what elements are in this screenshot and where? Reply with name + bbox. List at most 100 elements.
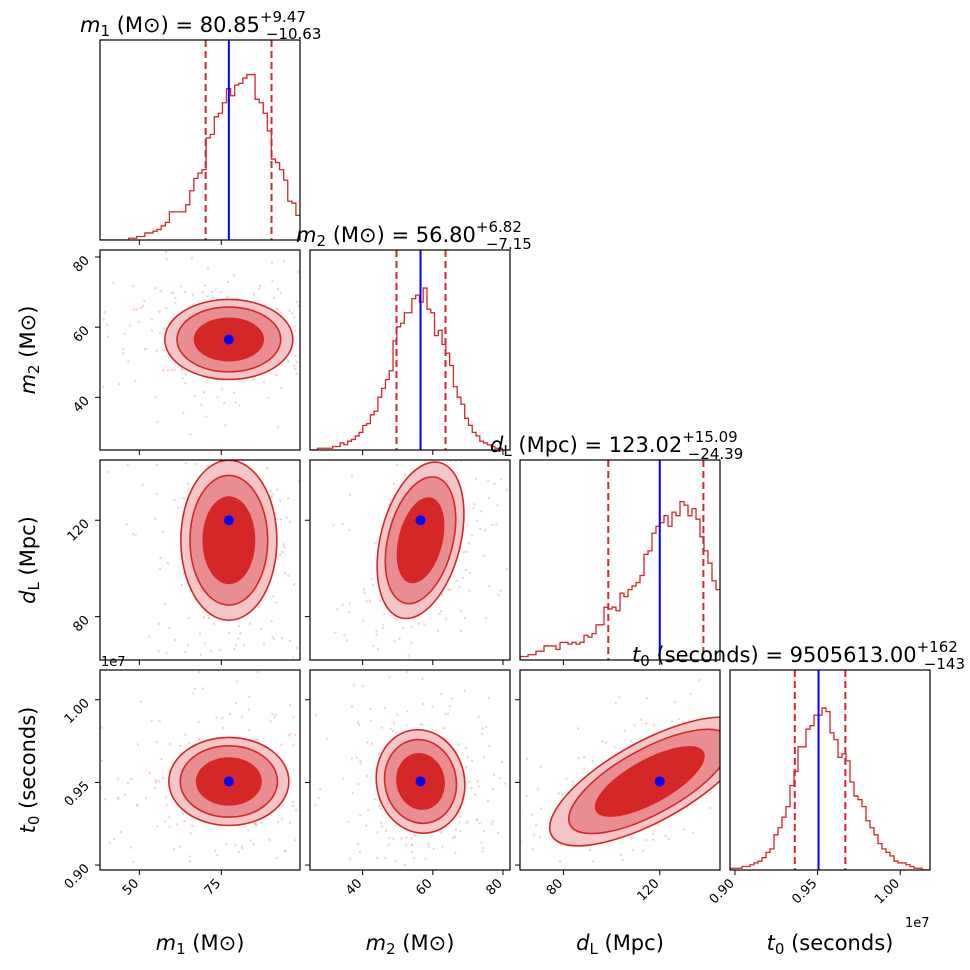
scatter-point bbox=[786, 691, 788, 693]
scatter-point bbox=[437, 443, 439, 445]
scatter-point bbox=[492, 773, 496, 777]
scatter-point bbox=[380, 821, 383, 825]
scatter-point bbox=[370, 577, 373, 581]
scatter-point bbox=[238, 624, 241, 628]
scatter-point bbox=[159, 289, 163, 293]
histogram-m2 bbox=[310, 287, 510, 450]
scatter-point bbox=[348, 602, 351, 605]
scatter-point bbox=[279, 292, 282, 295]
scatter-point bbox=[276, 426, 280, 429]
scatter-point bbox=[842, 710, 844, 712]
scatter-point bbox=[423, 623, 426, 626]
scatter-point bbox=[165, 803, 168, 807]
scatter-point bbox=[106, 323, 109, 327]
scatter-point bbox=[184, 381, 187, 385]
scatter-point bbox=[139, 700, 143, 703]
contour-level-3 bbox=[202, 496, 256, 585]
scatter-point bbox=[202, 649, 204, 651]
scatter-point bbox=[565, 777, 568, 781]
scatter-point bbox=[278, 553, 282, 557]
scatter-point bbox=[270, 261, 274, 264]
scatter-point bbox=[378, 752, 381, 755]
scatter-point bbox=[193, 687, 197, 691]
scatter-point bbox=[664, 834, 667, 838]
scatter-point bbox=[276, 288, 280, 291]
scatter-point bbox=[270, 620, 273, 623]
scatter-point bbox=[306, 808, 308, 810]
scatter-point bbox=[468, 400, 470, 402]
scatter-point bbox=[203, 284, 207, 287]
scatter-point bbox=[487, 496, 490, 500]
scatter-point bbox=[206, 378, 210, 381]
hist-content-dL bbox=[520, 460, 720, 660]
scatter-point bbox=[483, 380, 485, 382]
scatter-point bbox=[301, 538, 303, 540]
scatter-panel-m1-dL bbox=[99, 378, 303, 661]
scatter-point bbox=[376, 413, 378, 415]
axes-frame-m2 bbox=[309, 249, 511, 451]
scatter-point bbox=[288, 309, 291, 313]
scatter-point bbox=[421, 723, 424, 727]
scatter-point bbox=[375, 630, 378, 633]
scatter-point bbox=[470, 534, 474, 537]
scatter-point bbox=[279, 311, 283, 315]
scatter-panel-dL-t0 bbox=[519, 669, 857, 871]
scatter-point bbox=[173, 296, 177, 300]
scatter-point bbox=[288, 821, 292, 825]
scatter-point bbox=[621, 858, 624, 862]
scatter-point bbox=[560, 793, 564, 797]
scatter-point bbox=[342, 330, 344, 332]
scatter-point bbox=[184, 378, 186, 380]
scatter-point bbox=[165, 307, 168, 310]
scatter-point bbox=[302, 353, 304, 355]
scatter-point bbox=[184, 650, 187, 654]
scatter-point bbox=[381, 626, 385, 630]
scatter-point bbox=[357, 782, 360, 786]
scatter-point bbox=[855, 719, 857, 721]
scatter-point bbox=[794, 722, 796, 724]
scatter-point bbox=[730, 757, 732, 759]
scatter-point bbox=[480, 447, 482, 449]
scatter-point bbox=[136, 804, 139, 808]
hist-panel-dL bbox=[519, 459, 721, 661]
scatter-point bbox=[350, 757, 354, 760]
scatter-point bbox=[708, 791, 712, 795]
scatter-point bbox=[228, 712, 232, 716]
scatter-point bbox=[516, 707, 518, 709]
axes-frame-m1-dL bbox=[99, 459, 301, 661]
scatter-point bbox=[400, 717, 402, 719]
scatter-point bbox=[395, 463, 399, 467]
scatter-point bbox=[387, 401, 389, 403]
scatter-point bbox=[137, 874, 139, 876]
scatter-point bbox=[307, 306, 309, 308]
x-tick-label-t0: 1.00 bbox=[872, 876, 903, 907]
scatter-point bbox=[451, 836, 454, 839]
scatter-point bbox=[193, 395, 196, 398]
scatter-point bbox=[811, 782, 813, 784]
scatter-point bbox=[184, 733, 187, 736]
scatter-point bbox=[505, 488, 509, 491]
scatter-point bbox=[488, 744, 491, 748]
scatter-point bbox=[112, 281, 115, 284]
scatter-point bbox=[478, 821, 481, 825]
scatter-point bbox=[421, 677, 424, 681]
scatter-point bbox=[293, 325, 297, 328]
scatter-point bbox=[444, 713, 447, 716]
x-tick-label-t0: 0.95 bbox=[789, 876, 820, 907]
hist-panel-m1 bbox=[99, 39, 301, 241]
scatter-point bbox=[206, 267, 210, 270]
truth-point bbox=[654, 776, 665, 787]
scatter-point bbox=[249, 839, 253, 842]
scatter-point bbox=[343, 633, 346, 637]
scatter-point bbox=[128, 324, 132, 327]
scatter-point bbox=[273, 402, 275, 404]
scatter-point bbox=[188, 742, 191, 745]
scatter-point bbox=[725, 776, 727, 778]
scatter-point bbox=[164, 250, 168, 254]
scatter-point bbox=[288, 520, 292, 523]
scatter-point bbox=[318, 788, 322, 791]
scatter-point bbox=[319, 371, 321, 373]
scatter-point bbox=[294, 329, 297, 332]
scatter-point bbox=[170, 368, 174, 372]
